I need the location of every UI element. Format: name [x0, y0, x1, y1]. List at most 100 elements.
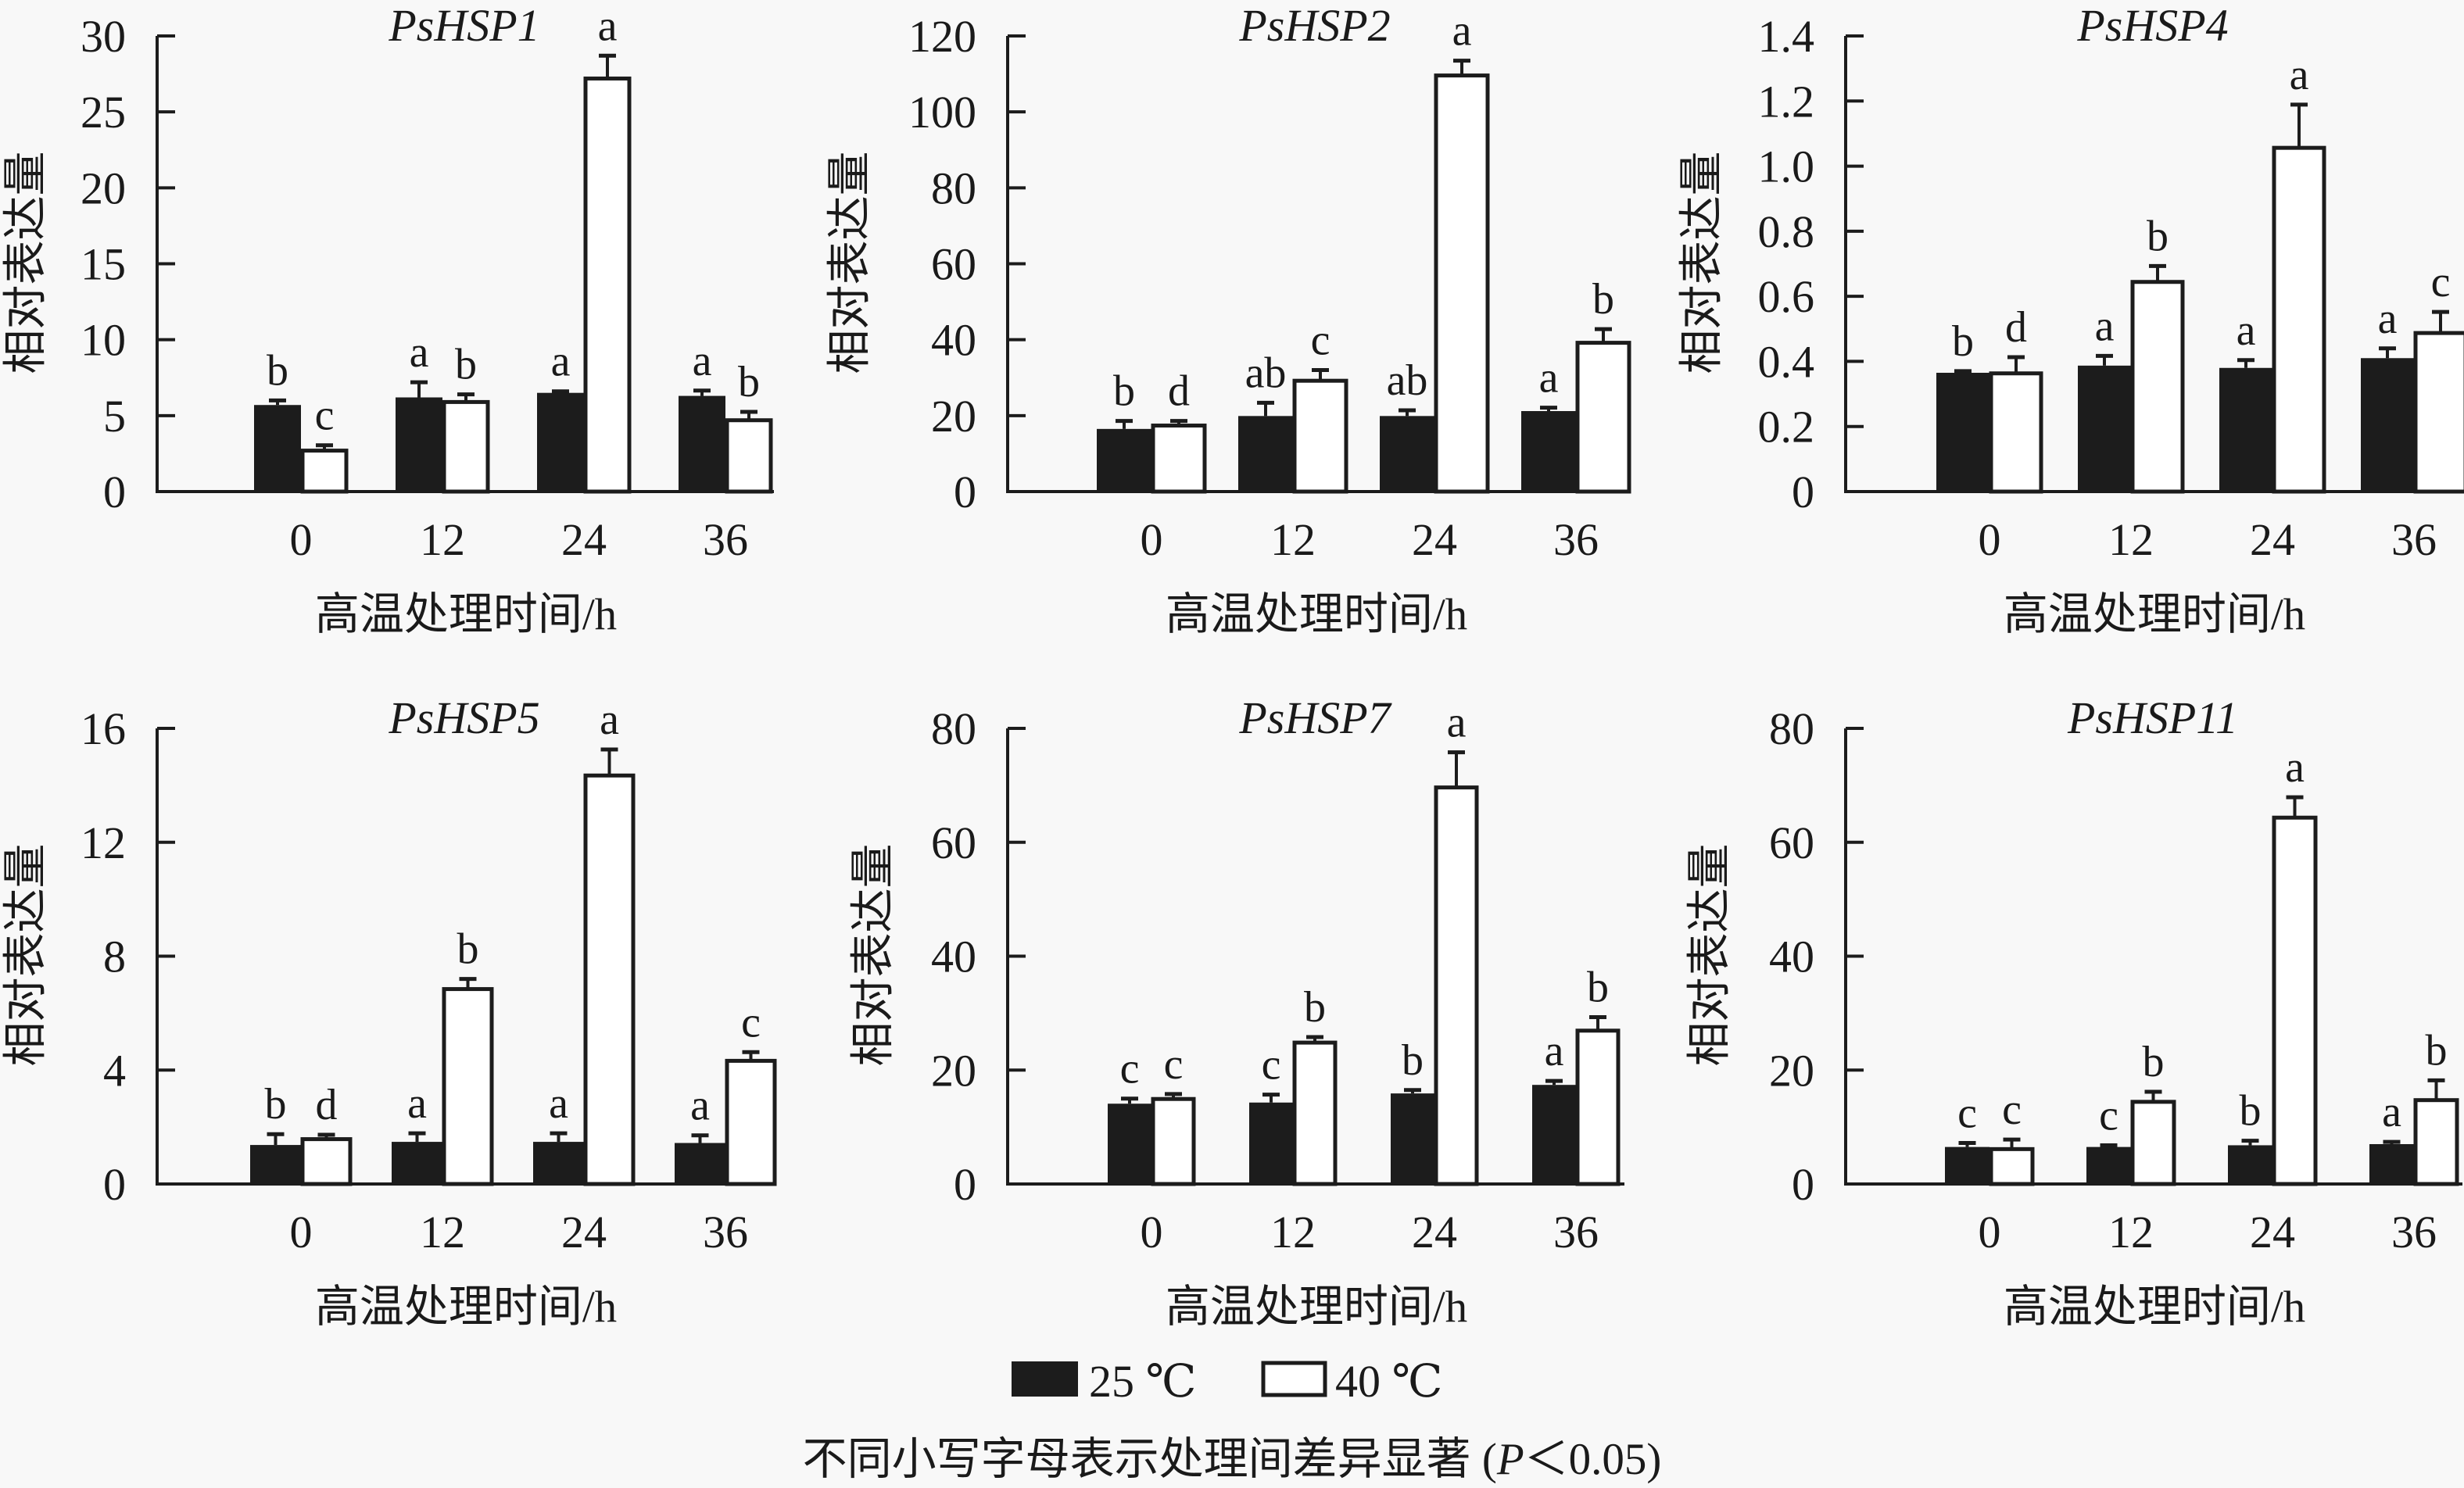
- y-tick-label: 16: [81, 703, 126, 754]
- significance-letter-pshsp2-24h-25c: ab: [1387, 356, 1428, 405]
- y-tick-label: 20: [931, 1045, 976, 1096]
- y-tick-label: 1.4: [1758, 11, 1815, 62]
- y-tick-label: 1.2: [1758, 76, 1815, 127]
- y-tick-label: 4: [103, 1045, 126, 1096]
- bar-pshsp11-36h-25c: [2369, 1143, 2414, 1184]
- y-tick-label: 15: [81, 239, 126, 290]
- significance-letter-pshsp5-0h-25c: b: [265, 1080, 287, 1129]
- significance-letter-pshsp7-36h-40c: b: [1587, 963, 1609, 1011]
- bar-pshsp5-24h-40c: [583, 773, 636, 1186]
- footnote: 不同小写字母表示处理间差异显著 (P＜0.05): [803, 1435, 1662, 1484]
- footnote-p-symbol: P: [1496, 1435, 1524, 1484]
- x-tick-label: 0: [290, 1207, 313, 1257]
- y-tick-label: 0.4: [1758, 336, 1815, 387]
- significance-letter-pshsp1-0h-40c: c: [315, 392, 335, 440]
- significance-letter-pshsp2-0h-40c: d: [1168, 367, 1190, 416]
- bar-pshsp4-24h-40c: [2272, 145, 2326, 494]
- y-tick-label: 1.0: [1758, 141, 1815, 192]
- x-axis-label: 高温处理时间/h: [315, 1282, 617, 1332]
- y-tick-label: 0: [103, 467, 126, 517]
- significance-letter-pshsp1-24h-25c: a: [551, 338, 571, 386]
- x-axis-label: 高温处理时间/h: [1166, 1282, 1467, 1332]
- legend: 25 ℃ 40 ℃: [1012, 1356, 1442, 1407]
- bar-pshsp11-12h-40c: [2130, 1100, 2176, 1186]
- significance-letter-pshsp11-24h-40c: a: [2285, 743, 2305, 792]
- significance-letter-pshsp7-12h-25c: c: [1262, 1041, 1281, 1089]
- bar-pshsp4-24h-25c: [2219, 367, 2272, 492]
- x-tick-label: 0: [1979, 1207, 2001, 1257]
- bar-pshsp11-12h-25c: [2086, 1146, 2131, 1184]
- x-tick-label: 36: [703, 514, 748, 565]
- significance-letter-pshsp2-36h-40c: b: [1592, 275, 1614, 324]
- y-axis-label: 相对表达量: [1678, 152, 1727, 374]
- y-tick-label: 20: [1769, 1045, 1814, 1096]
- x-tick-label: 24: [1412, 1207, 1457, 1257]
- significance-letter-pshsp2-12h-25c: ab: [1245, 349, 1287, 397]
- significance-letter-pshsp11-0h-25c: c: [1957, 1089, 1977, 1138]
- bar-pshsp7-12h-40c: [1292, 1040, 1338, 1186]
- significance-letter-pshsp4-36h-40c: c: [2431, 258, 2451, 306]
- x-tick-label: 12: [2108, 1207, 2154, 1257]
- significance-letter-pshsp1-36h-40c: b: [738, 358, 760, 406]
- bar-pshsp4-12h-40c: [2130, 280, 2185, 494]
- x-tick-label: 24: [561, 514, 607, 565]
- significance-letter-pshsp5-36h-40c: c: [741, 998, 761, 1046]
- x-axis-label: 高温处理时间/h: [2004, 1282, 2305, 1332]
- significance-letter-pshsp4-0h-25c: b: [1952, 317, 1974, 366]
- significance-letter-pshsp2-36h-25c: a: [1539, 354, 1559, 402]
- bar-pshsp11-0h-40c: [1989, 1146, 2035, 1186]
- bar-pshsp7-24h-25c: [1391, 1093, 1434, 1184]
- bar-pshsp2-12h-40c: [1292, 378, 1348, 494]
- significance-letter-pshsp7-24h-25c: b: [1402, 1036, 1424, 1085]
- bar-pshsp7-0h-25c: [1108, 1103, 1151, 1184]
- x-tick-label: 36: [2391, 514, 2437, 565]
- y-axis-label: 相对表达量: [2, 152, 51, 374]
- y-tick-label: 60: [931, 239, 976, 290]
- x-tick-label: 36: [1553, 514, 1599, 565]
- y-tick-label: 60: [1769, 817, 1814, 868]
- bar-pshsp1-24h-40c: [583, 76, 632, 494]
- x-tick-label: 12: [1270, 1207, 1316, 1257]
- x-tick-label: 12: [420, 514, 465, 565]
- x-tick-label: 24: [561, 1207, 607, 1257]
- bar-pshsp2-36h-40c: [1575, 341, 1631, 494]
- x-tick-label: 24: [1412, 514, 1457, 565]
- y-tick-label: 25: [81, 87, 126, 138]
- significance-letter-pshsp5-24h-40c: a: [600, 696, 619, 744]
- y-tick-label: 40: [1769, 932, 1814, 982]
- bar-pshsp7-36h-25c: [1532, 1085, 1576, 1184]
- y-axis-label: 相对表达量: [1685, 844, 1735, 1067]
- bar-pshsp1-12h-40c: [442, 399, 490, 494]
- significance-letter-pshsp4-24h-25c: a: [2237, 306, 2256, 355]
- x-tick-label: 36: [1553, 1207, 1599, 1257]
- significance-letter-pshsp4-24h-40c: a: [2290, 51, 2309, 99]
- y-tick-label: 100: [908, 87, 976, 138]
- y-tick-label: 10: [81, 315, 126, 366]
- bar-pshsp1-36h-25c: [679, 395, 725, 492]
- significance-letter-pshsp11-24h-25c: b: [2240, 1087, 2262, 1136]
- y-tick-label: 20: [81, 163, 126, 213]
- y-tick-label: 120: [908, 11, 976, 62]
- bar-pshsp1-24h-25c: [537, 392, 584, 492]
- y-axis-label: 相对表达量: [849, 844, 898, 1067]
- bar-pshsp1-0h-40c: [300, 449, 349, 494]
- x-axis-label: 高温处理时间/h: [2004, 590, 2305, 639]
- bar-pshsp1-0h-25c: [254, 405, 301, 492]
- chart-title: PsHSP2: [1238, 0, 1390, 51]
- y-tick-label: 0.2: [1758, 402, 1815, 452]
- significance-letter-pshsp2-24h-40c: a: [1452, 7, 1472, 55]
- bar-pshsp4-12h-25c: [2078, 365, 2131, 492]
- chart-title: PsHSP1: [388, 0, 539, 51]
- x-axis-label: 高温处理时间/h: [315, 590, 617, 639]
- footnote-p-value: ＜0.05): [1524, 1435, 1662, 1484]
- bar-pshsp4-0h-40c: [1989, 371, 2043, 494]
- footnote-text: 不同小写字母表示处理间差异显著 (: [803, 1435, 1497, 1484]
- bar-pshsp5-12h-40c: [442, 987, 494, 1186]
- significance-letter-pshsp4-12h-40c: b: [2147, 212, 2169, 260]
- bar-pshsp11-24h-25c: [2228, 1145, 2272, 1184]
- significance-letter-pshsp5-12h-40c: b: [457, 925, 479, 974]
- bar-pshsp5-24h-25c: [533, 1142, 584, 1184]
